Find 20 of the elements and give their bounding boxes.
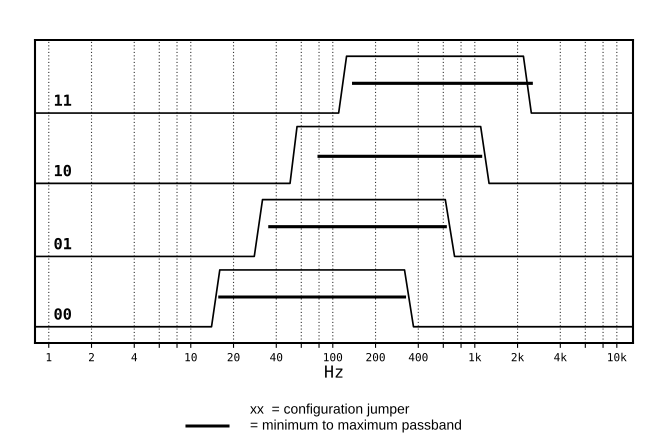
x-tick-label: 4 <box>131 353 138 362</box>
x-tick-label: 40 <box>270 352 282 362</box>
x-tick-label: 100 <box>324 352 342 362</box>
series-label: 01 <box>54 238 72 250</box>
x-tick-label: 10 <box>185 352 197 362</box>
x-tick-label: 2k <box>512 352 524 362</box>
x-tick-label: 200 <box>366 352 385 362</box>
series-label: 00 <box>54 308 71 320</box>
series-label: 10 <box>54 164 71 176</box>
x-tick-label: 10k <box>608 352 627 362</box>
x-tick-label: 1 <box>46 353 52 362</box>
x-tick-label: 4k <box>554 352 567 362</box>
text: = minimum to maximum passband <box>250 420 461 432</box>
x-tick-label: 1k <box>469 352 482 362</box>
series-label: 11 <box>54 94 72 106</box>
x-tick-label: 20 <box>228 352 240 362</box>
text: xx = configuration jumper <box>250 404 410 416</box>
x-tick-label: 2 <box>88 352 94 362</box>
x-axis-title: Hz <box>325 366 342 378</box>
x-tick-label: 400 <box>408 352 428 362</box>
